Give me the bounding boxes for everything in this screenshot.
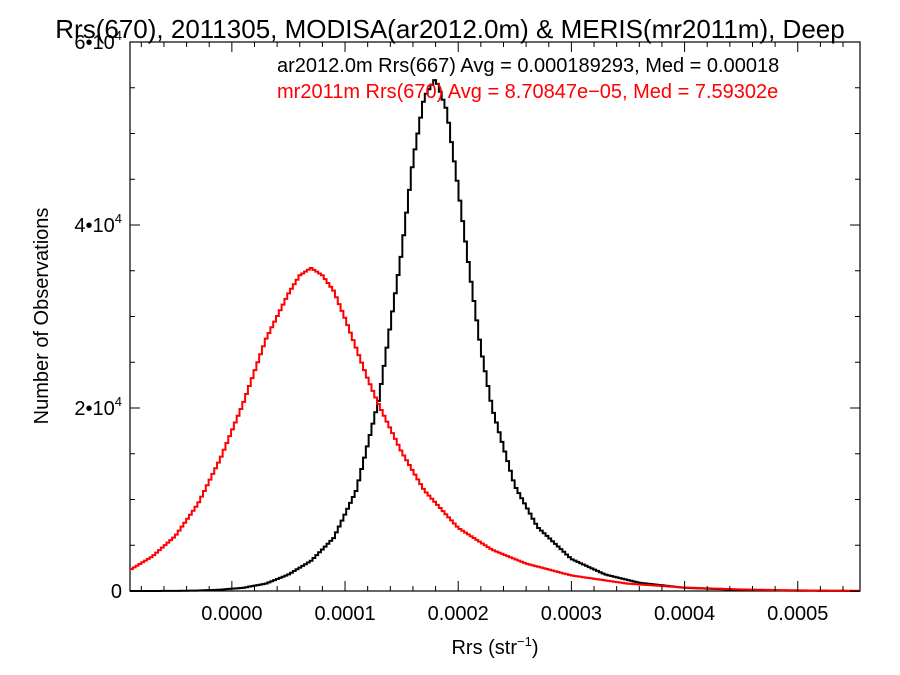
x-axis-label-exponent: −1 — [517, 634, 532, 649]
plot-frame — [129, 41, 861, 592]
series-layer — [130, 79, 860, 592]
y-tick-label: 4•104 — [74, 211, 122, 237]
x-tick-label: 0.0005 — [767, 603, 828, 625]
series-line-meris — [130, 267, 860, 592]
y-tick-label: 2•104 — [74, 394, 122, 420]
y-tick-label: 6•104 — [74, 28, 122, 54]
y-tick-label: 0 — [111, 581, 122, 603]
legend-entry-meris: mr2011m Rrs(670) Avg = 8.70847e−05, Med … — [277, 81, 778, 103]
y-axis-label: Number of Observations — [31, 208, 53, 425]
x-tick-label: 0.0000 — [201, 603, 262, 625]
x-tick-labels: 0.0000 0.0001 0.0002 0.0003 0.0004 0.0005 — [201, 603, 828, 625]
series-line-modisa — [130, 79, 860, 592]
y-tick-labels: 0 2•104 4•104 6•104 — [74, 28, 122, 603]
chart-title: Rrs(670), 2011305, MODISA(ar2012.0m) & M… — [55, 14, 844, 44]
plot-area — [129, 41, 861, 592]
legend-entry-modisa: ar2012.0m Rrs(667) Avg = 0.000189293, Me… — [277, 55, 779, 77]
tick-layer — [130, 41, 860, 592]
x-tick-label: 0.0002 — [428, 603, 489, 625]
x-tick-label: 0.0003 — [541, 603, 602, 625]
x-tick-label: 0.0001 — [314, 603, 375, 625]
x-tick-label: 0.0004 — [654, 603, 715, 625]
legend: ar2012.0m Rrs(667) Avg = 0.000189293, Me… — [277, 55, 779, 103]
x-axis-label: Rrs (str−1) — [451, 634, 538, 659]
